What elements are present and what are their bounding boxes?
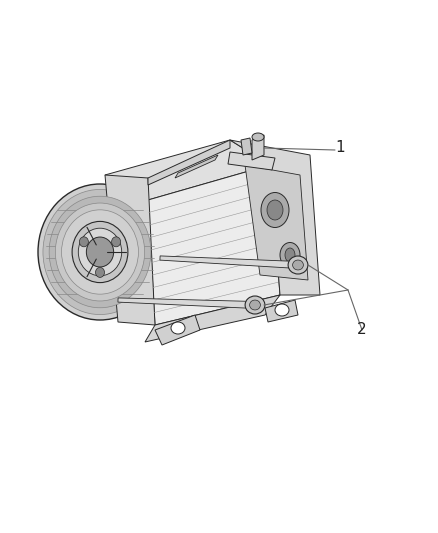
Ellipse shape (79, 237, 88, 247)
Ellipse shape (49, 196, 151, 308)
Ellipse shape (112, 237, 120, 247)
Ellipse shape (285, 248, 295, 262)
Polygon shape (252, 135, 264, 160)
Text: 2: 2 (357, 322, 367, 337)
Ellipse shape (245, 296, 265, 314)
Polygon shape (148, 140, 230, 185)
Ellipse shape (293, 260, 304, 270)
Polygon shape (105, 175, 155, 325)
Ellipse shape (43, 189, 157, 314)
Ellipse shape (250, 300, 261, 310)
Polygon shape (230, 140, 320, 295)
Ellipse shape (261, 192, 289, 228)
Ellipse shape (288, 256, 308, 274)
Ellipse shape (78, 228, 122, 276)
Text: 1: 1 (335, 141, 345, 156)
Polygon shape (265, 300, 298, 322)
Ellipse shape (62, 210, 138, 294)
Polygon shape (245, 165, 308, 280)
Polygon shape (155, 315, 200, 345)
Ellipse shape (275, 304, 289, 316)
Ellipse shape (72, 221, 128, 282)
Ellipse shape (267, 200, 283, 220)
Ellipse shape (280, 243, 300, 268)
Polygon shape (228, 152, 275, 170)
Polygon shape (175, 155, 218, 178)
Ellipse shape (171, 322, 185, 334)
Ellipse shape (95, 268, 105, 277)
Polygon shape (118, 298, 255, 309)
Polygon shape (105, 140, 270, 200)
Ellipse shape (55, 203, 145, 301)
Polygon shape (241, 138, 252, 155)
Polygon shape (148, 165, 280, 325)
Ellipse shape (38, 184, 162, 320)
Ellipse shape (252, 133, 264, 141)
Polygon shape (145, 295, 280, 342)
Ellipse shape (86, 237, 113, 267)
Polygon shape (160, 256, 298, 269)
